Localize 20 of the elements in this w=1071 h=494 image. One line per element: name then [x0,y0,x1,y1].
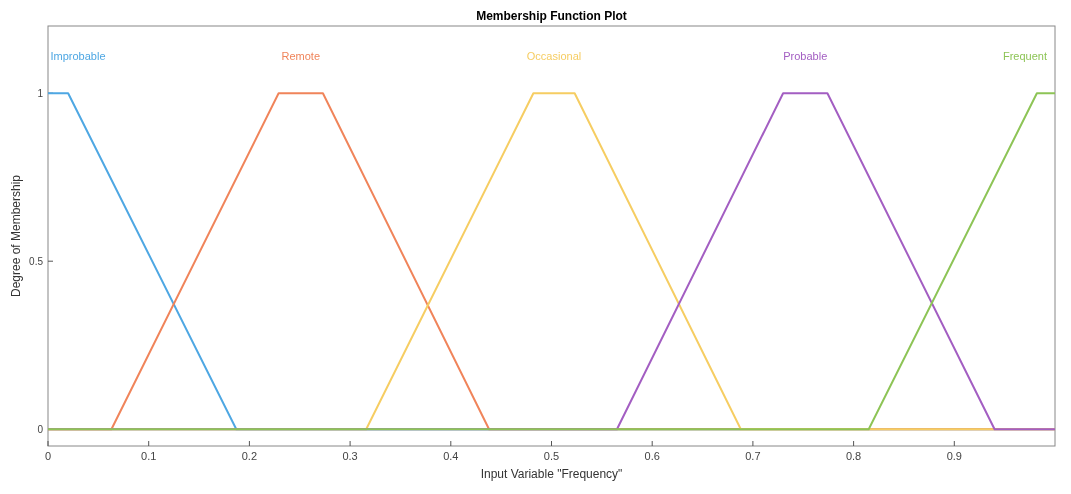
y-tick-label: 1 [37,88,44,100]
x-tick-label: 0.3 [342,450,358,462]
text: Frequent [1002,49,1048,62]
text: Occasional [526,49,582,62]
x-tick-label: 0.4 [443,450,459,462]
text: Probable [783,49,828,62]
x-tick-label: 0.1 [141,450,157,462]
text: Improbable [50,49,106,62]
x-tick-label: 0.8 [845,450,862,462]
x-tick-label: 0.5 [543,450,560,462]
x-tick-label: 0.6 [644,450,660,462]
text: Remote [281,49,321,62]
y-tick-label: 0 [37,424,44,436]
x-tick-label: 0.9 [946,450,962,462]
y-tick-label: 0.5 [29,256,44,268]
chart-title: Membership Function Plot [476,9,627,23]
x-axis-title: Input Variable "Frequency" [480,467,623,481]
x-tick-label: 0.2 [241,450,258,462]
x-tick-label: 0.7 [745,450,761,462]
y-axis-title: Degree of Membership [9,174,23,298]
